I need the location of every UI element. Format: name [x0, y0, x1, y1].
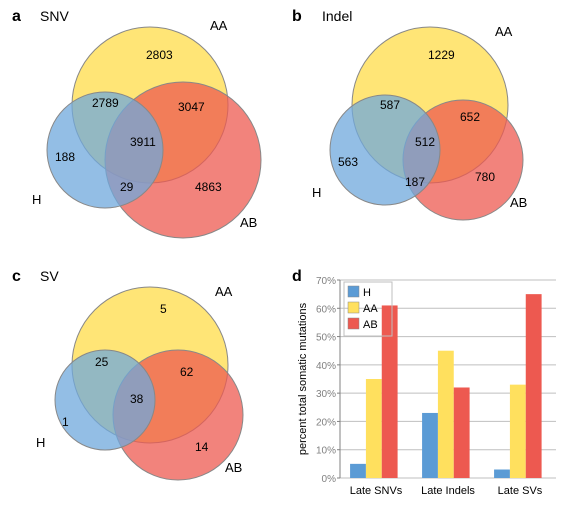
panel-a-h-ab: 29 [120, 180, 133, 194]
svg-text:Late SVs: Late SVs [498, 485, 543, 497]
svg-text:40%: 40% [316, 361, 336, 372]
svg-text:60%: 60% [316, 304, 336, 315]
panel-a-sample-ab: AB [240, 215, 257, 230]
panel-b-h-ab: 187 [405, 175, 425, 189]
panel-a-all: 3911 [130, 135, 156, 149]
panel-a-sample-h: H [32, 192, 41, 207]
svg-text:70%: 70% [316, 276, 336, 287]
panel-b-sample-aa: AA [495, 24, 512, 39]
svg-text:H: H [363, 287, 371, 299]
panel-d: d 0%10%20%30%40%50%60%70%percent total s… [280, 260, 567, 518]
panel-b-sample-h: H [312, 185, 321, 200]
panel-a-sample-aa: AA [210, 18, 227, 33]
panel-b-sample-ab: AB [510, 195, 527, 210]
svg-text:Late Indels: Late Indels [421, 485, 475, 497]
panel-a-aa-ab: 3047 [178, 100, 205, 114]
bar-chart: 0% 10% 20% 30% 40% 50% 60% 70% percent total som… [292, 270, 562, 510]
panel-b-aa-ab: 652 [460, 110, 480, 124]
panel-a-ab-only: 4863 [195, 180, 222, 194]
panel-c-sample-aa: AA [215, 284, 232, 299]
svg-text:percent total somatic mutation: percent total somatic mutations [297, 302, 309, 455]
panel-b-all: 512 [415, 135, 435, 149]
panel-a-h-only: 188 [55, 150, 75, 164]
svg-text:Late SNVs: Late SNVs [350, 485, 403, 497]
panel-c-aa-ab: 62 [180, 365, 193, 379]
panel-c-sample-h: H [36, 435, 45, 450]
svg-text:50%: 50% [316, 333, 336, 344]
panel-c-all: 38 [130, 392, 143, 406]
panel-b: b Indel AA H AB 1229 587 652 512 563 187… [280, 0, 567, 260]
panel-b-h-only: 563 [338, 155, 358, 169]
panel-c: c SV AA H AB 5 25 62 38 1 14 [0, 260, 280, 518]
panel-b-ab-only: 780 [475, 170, 495, 184]
panel-c-aa-only: 5 [160, 302, 167, 316]
panel-a: a SNV AA H AB 2803 2789 3047 3911 188 29… [0, 0, 280, 260]
panel-b-aa-only: 1229 [428, 48, 455, 62]
svg-text:10%: 10% [316, 446, 336, 457]
panel-c-sample-ab: AB [225, 460, 242, 475]
svg-text:AB: AB [363, 319, 378, 331]
panel-b-h-aa: 587 [380, 98, 400, 112]
svg-text:AA: AA [363, 303, 378, 315]
panel-c-ab-only: 14 [195, 440, 208, 454]
svg-text:20%: 20% [316, 417, 336, 428]
panel-c-h-only: 1 [62, 415, 69, 429]
svg-text:0%: 0% [322, 474, 337, 485]
panel-a-aa-only: 2803 [146, 48, 173, 62]
panel-a-h-aa: 2789 [92, 96, 119, 110]
svg-text:30%: 30% [316, 389, 336, 400]
panel-c-h-aa: 25 [95, 355, 108, 369]
